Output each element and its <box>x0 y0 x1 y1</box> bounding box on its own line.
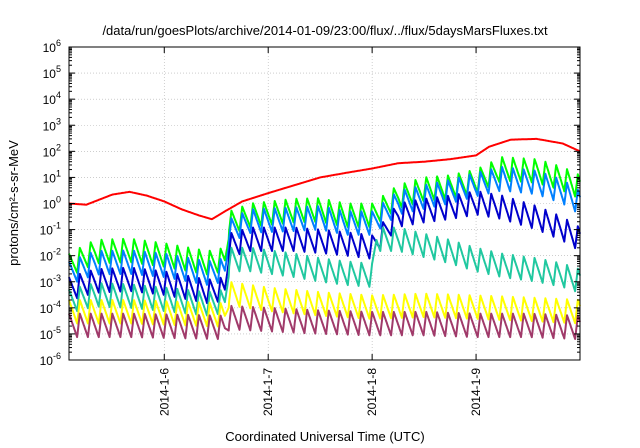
y-tick-label: 105 <box>43 64 61 81</box>
series-line <box>68 156 581 276</box>
y-tick-exponent: -5 <box>53 325 61 335</box>
series-line <box>68 190 581 305</box>
chart-title: /data/run/goesPlots/archive/2014-01-09/2… <box>102 23 548 38</box>
x-tick-label: 2014-1-6 <box>157 368 171 416</box>
y-tick-label: 10-3 <box>40 273 61 290</box>
y-tick-exponent: 3 <box>56 116 61 126</box>
y-tick-label: 10-6 <box>40 351 61 368</box>
x-tick-label: 2014-1-9 <box>469 368 483 416</box>
series-line <box>68 281 581 328</box>
y-tick-exponent: 1 <box>56 168 61 178</box>
series-line <box>68 226 581 317</box>
y-tick-exponent: -1 <box>53 221 61 231</box>
y-tick-exponent: -4 <box>53 299 61 309</box>
x-axis-label: Coordinated Universal Time (UTC) <box>225 429 424 444</box>
y-tick-exponent: 0 <box>56 195 61 205</box>
y-tick-label: 106 <box>43 38 61 55</box>
y-tick-exponent: 2 <box>56 142 61 152</box>
series-line <box>68 137 581 221</box>
series-line <box>68 166 581 286</box>
y-tick-label: 102 <box>43 142 61 159</box>
y-tick-exponent: 5 <box>56 64 61 74</box>
x-tick-label: 2014-1-7 <box>261 368 275 416</box>
y-tick-label: 103 <box>43 116 61 133</box>
y-tick-label: 10-2 <box>40 247 61 264</box>
series-group <box>68 137 581 340</box>
y-tick-label: 10-1 <box>40 221 61 238</box>
y-tick-label: 10-4 <box>40 299 61 316</box>
y-tick-exponent: -6 <box>53 351 61 361</box>
y-tick-label: 101 <box>43 168 61 185</box>
y-tick-label: 100 <box>43 195 61 212</box>
y-tick-exponent: 6 <box>56 38 61 48</box>
y-axis-label: protons/cm²-s-sr-MeV <box>6 140 21 266</box>
x-tick-label: 2014-1-8 <box>365 368 379 416</box>
y-tick-label: 10-5 <box>40 325 61 342</box>
x-axis: 2014-1-6 2014-1-7 2014-1-8 2014-1-9 <box>157 47 483 416</box>
y-tick-exponent: 4 <box>56 90 61 100</box>
series-line <box>68 304 581 340</box>
y-tick-exponent: -2 <box>53 247 61 257</box>
y-tick-label: 104 <box>43 90 61 107</box>
y-tick-exponent: -3 <box>53 273 61 283</box>
